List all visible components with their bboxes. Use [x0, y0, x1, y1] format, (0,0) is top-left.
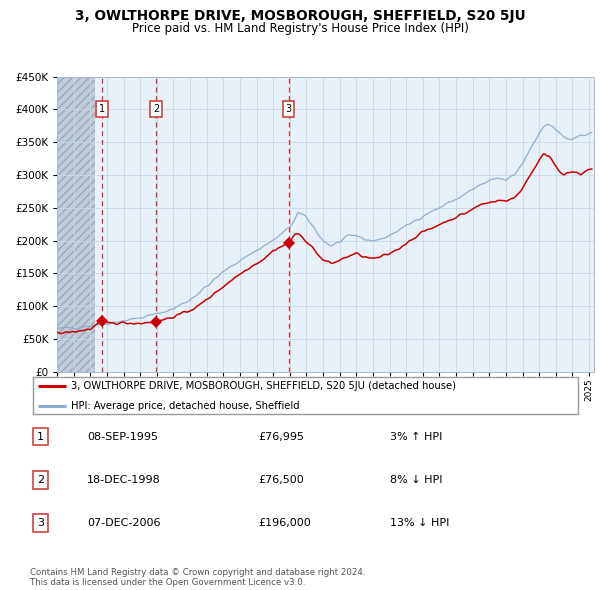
Text: Price paid vs. HM Land Registry's House Price Index (HPI): Price paid vs. HM Land Registry's House … [131, 22, 469, 35]
Text: £196,000: £196,000 [258, 518, 311, 527]
Text: 1: 1 [37, 432, 44, 441]
Text: 3: 3 [37, 518, 44, 527]
Text: Contains HM Land Registry data © Crown copyright and database right 2024.: Contains HM Land Registry data © Crown c… [30, 568, 365, 576]
Text: 2: 2 [37, 475, 44, 484]
Text: 8% ↓ HPI: 8% ↓ HPI [390, 475, 443, 484]
Text: This data is licensed under the Open Government Licence v3.0.: This data is licensed under the Open Gov… [30, 578, 305, 587]
Text: 07-DEC-2006: 07-DEC-2006 [87, 518, 161, 527]
Text: HPI: Average price, detached house, Sheffield: HPI: Average price, detached house, Shef… [71, 401, 300, 411]
Text: 3, OWLTHORPE DRIVE, MOSBOROUGH, SHEFFIELD, S20 5JU: 3, OWLTHORPE DRIVE, MOSBOROUGH, SHEFFIEL… [74, 9, 526, 23]
Text: £76,500: £76,500 [258, 475, 304, 484]
Text: 2: 2 [153, 104, 159, 114]
Bar [57, 77, 95, 372]
Text: 1: 1 [98, 104, 105, 114]
Text: 3% ↑ HPI: 3% ↑ HPI [390, 432, 442, 441]
Text: 3, OWLTHORPE DRIVE, MOSBOROUGH, SHEFFIELD, S20 5JU (detached house): 3, OWLTHORPE DRIVE, MOSBOROUGH, SHEFFIEL… [71, 381, 457, 391]
Text: 18-DEC-1998: 18-DEC-1998 [87, 475, 161, 484]
Text: £76,995: £76,995 [258, 432, 304, 441]
Text: 3: 3 [286, 104, 292, 114]
FancyBboxPatch shape [33, 378, 578, 414]
Text: 08-SEP-1995: 08-SEP-1995 [87, 432, 158, 441]
Text: 13% ↓ HPI: 13% ↓ HPI [390, 518, 449, 527]
